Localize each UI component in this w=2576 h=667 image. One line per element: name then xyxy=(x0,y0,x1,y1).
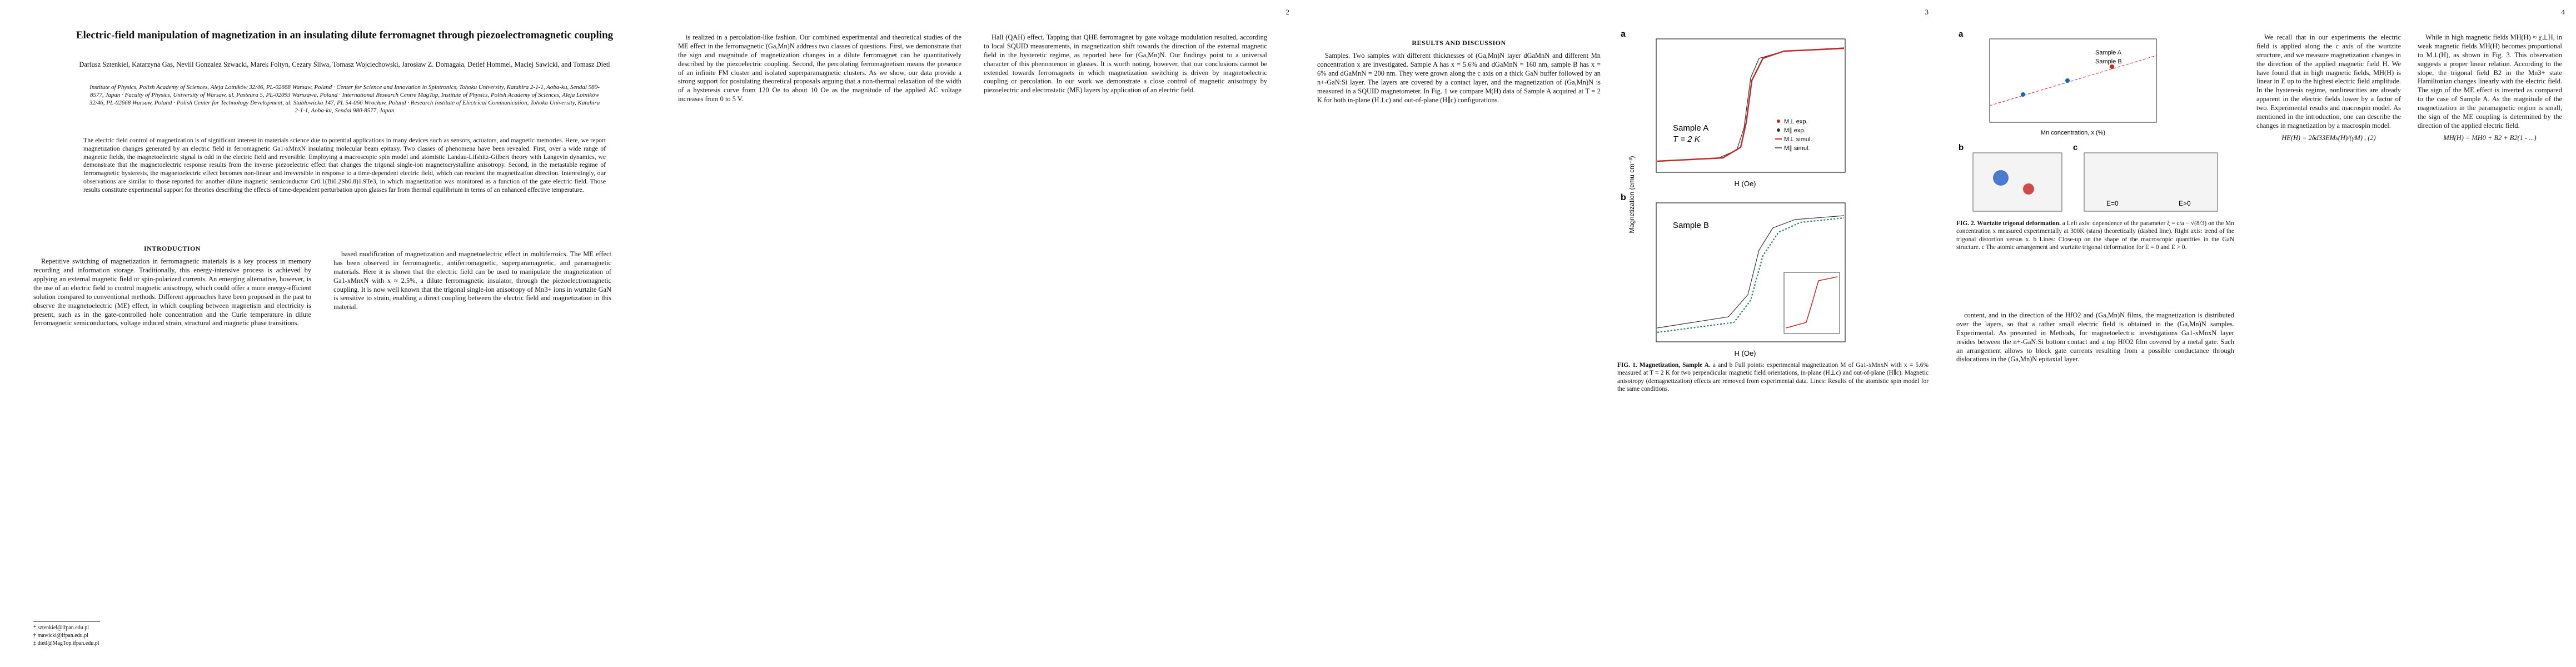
panel-label-a: a xyxy=(1621,29,1626,39)
panel-label-b: b xyxy=(1959,143,1964,152)
page-1: Electric-field manipulation of magnetiza… xyxy=(0,0,661,667)
atom xyxy=(1993,170,2009,186)
panel-label-c: c xyxy=(2073,143,2077,152)
plot-frame-a xyxy=(1656,38,1846,173)
body-paragraph: Hall (QAH) effect. Tapping that QHE ferr… xyxy=(984,33,1267,94)
legend-item: M⊥ simul. xyxy=(1784,136,1812,143)
data-point xyxy=(2110,64,2114,69)
legend-item: M∥ simul. xyxy=(1784,145,1810,152)
equation-2: HE(H) = 2δd33EMs(H)/(γM) , (2) xyxy=(2281,133,2376,142)
page1-column-left: INTRODUCTION Repetitive switching of mag… xyxy=(33,239,311,330)
panel-label-a: a xyxy=(1959,29,1964,39)
crystal-structure-b xyxy=(1972,152,2062,212)
body-paragraph: Samples. Two samples with different thic… xyxy=(1317,52,1601,104)
page-number: 2 xyxy=(1285,8,1290,16)
paper-title: Electric-field manipulation of magnetiza… xyxy=(76,29,614,41)
y-axis-label: Magnetization (emu cm⁻³) xyxy=(1628,156,1636,233)
intro-paragraph-2: based modification of magnetization and … xyxy=(333,250,611,311)
page1-column-right: based modification of magnetization and … xyxy=(333,250,611,314)
page-number: 3 xyxy=(1925,8,1929,16)
annotation-temperature: T = 2 K xyxy=(1673,135,1701,144)
curve-b-exp xyxy=(1657,217,1845,334)
page4-column-middle: We recall that in our experiments the el… xyxy=(2256,33,2401,146)
curve-perp-sim xyxy=(1657,47,1845,162)
page-4: 4 content, and in the direction of the H… xyxy=(1940,0,2576,667)
annotation-sample-a: Sample A xyxy=(2095,49,2122,56)
plot-frame xyxy=(1989,38,2157,123)
figure-2-plots: a Sample A Sample B Mn concentration, x … xyxy=(1959,29,2218,212)
annotation-sample-b: Sample B xyxy=(2095,58,2122,65)
plot-frame-b xyxy=(1656,202,1846,342)
page2-column-right: Hall (QAH) effect. Tapping that QHE ferr… xyxy=(984,33,1267,97)
figure-1-caption: FIG. 1. Magnetization, Sample A. a and b… xyxy=(1617,361,1929,394)
legend-item: M⊥ exp. xyxy=(1784,118,1808,125)
page4-column-left-lower: content, and in the direction of the HfO… xyxy=(1956,311,2234,366)
x-axis-label: Mn concentration, x (%) xyxy=(2041,130,2105,136)
caption-text: a and b Full points: experimental magnet… xyxy=(1617,362,1929,393)
body-paragraph: content, and in the direction of the HfO… xyxy=(1956,311,2234,364)
body-paragraph: is realized in a percolation-like fashio… xyxy=(678,33,961,103)
section-heading-introduction: INTRODUCTION xyxy=(143,245,201,252)
page3-column-left: RESULTS AND DISCUSSION Samples. Two samp… xyxy=(1317,33,1601,107)
annotation-sample-b: Sample B xyxy=(1673,221,1709,230)
affiliations: Institute of Physics, Polish Academy of … xyxy=(89,84,600,115)
page2-column-left: is realized in a percolation-like fashio… xyxy=(678,33,961,106)
footnote-1: * sztenkiel@ifpan.edu.pl xyxy=(33,625,89,631)
caption-heading: FIG. 2. Wurtzite trigonal deformation. xyxy=(1956,220,2061,227)
trend-line xyxy=(1989,55,2157,106)
label-e-positive: E>0 xyxy=(2179,200,2191,207)
atom xyxy=(2023,183,2034,195)
curve-par-exp xyxy=(1657,47,1845,162)
figure-2-caption: FIG. 2. Wurtzite trigonal deformation. a… xyxy=(1956,220,2234,252)
body-paragraph: We recall that in our experiments the el… xyxy=(2256,33,2401,130)
crystal-structure-c xyxy=(2084,152,2218,212)
data-point xyxy=(2021,92,2025,97)
figure-1: a Sample A T = 2 K M⊥ exp. M∥ exp. M⊥ si… xyxy=(1617,28,1929,395)
x-axis-label-b: H (Oe) xyxy=(1735,349,1756,357)
legend: M⊥ exp. M∥ exp. M⊥ simul. M∥ simul. xyxy=(1775,118,1812,152)
data-point xyxy=(2065,78,2070,83)
figure-1-plots: a Sample A T = 2 K M⊥ exp. M∥ exp. M⊥ si… xyxy=(1621,29,1846,357)
caption-heading: FIG. 1. Magnetization, Sample A. xyxy=(1617,362,1711,369)
equation-1: MH(H) = MH0 + B2 + B2(1 - ...) xyxy=(2443,133,2537,142)
abstract: The electric field control of magnetizat… xyxy=(83,137,606,193)
caption-text: a Left axis: dependence of the parameter… xyxy=(1956,220,2234,251)
curve-b-sim xyxy=(1657,215,1845,328)
body-paragraph: While in high magnetic fields MH(H) ≈ χ⊥… xyxy=(2418,33,2562,130)
page-3: 3 RESULTS AND DISCUSSION Samples. Two sa… xyxy=(1301,0,1940,667)
page-2: 2 is realized in a percolation-like fash… xyxy=(661,0,1301,667)
footnote-3: ‡ dietl@MagTop.ifpan.edu.pl xyxy=(33,640,99,646)
inset-curve xyxy=(1786,276,1838,328)
page-number: 4 xyxy=(2561,8,2565,16)
author-list: Dariusz Sztenkiel, Katarzyna Gas, Nevill… xyxy=(79,61,610,68)
footnotes: * sztenkiel@ifpan.edu.pl † mawicki@ifpan… xyxy=(33,621,100,648)
label-e-zero: E=0 xyxy=(2106,200,2119,207)
x-axis-label-a: H (Oe) xyxy=(1735,180,1756,188)
legend-item: M∥ exp. xyxy=(1784,127,1806,134)
figure-2: a Sample A Sample B Mn concentration, x … xyxy=(1956,28,2234,306)
annotation-sample-a: Sample A xyxy=(1673,123,1708,133)
section-heading-results: RESULTS AND DISCUSSION xyxy=(1412,39,1506,47)
panel-label-b: b xyxy=(1621,193,1626,202)
intro-paragraph: Repetitive switching of magnetization in… xyxy=(33,257,311,327)
page4-column-right: While in high magnetic fields MH(H) ≈ χ⊥… xyxy=(2418,33,2562,146)
footnote-2: † mawicki@ifpan.edu.pl xyxy=(33,633,88,639)
